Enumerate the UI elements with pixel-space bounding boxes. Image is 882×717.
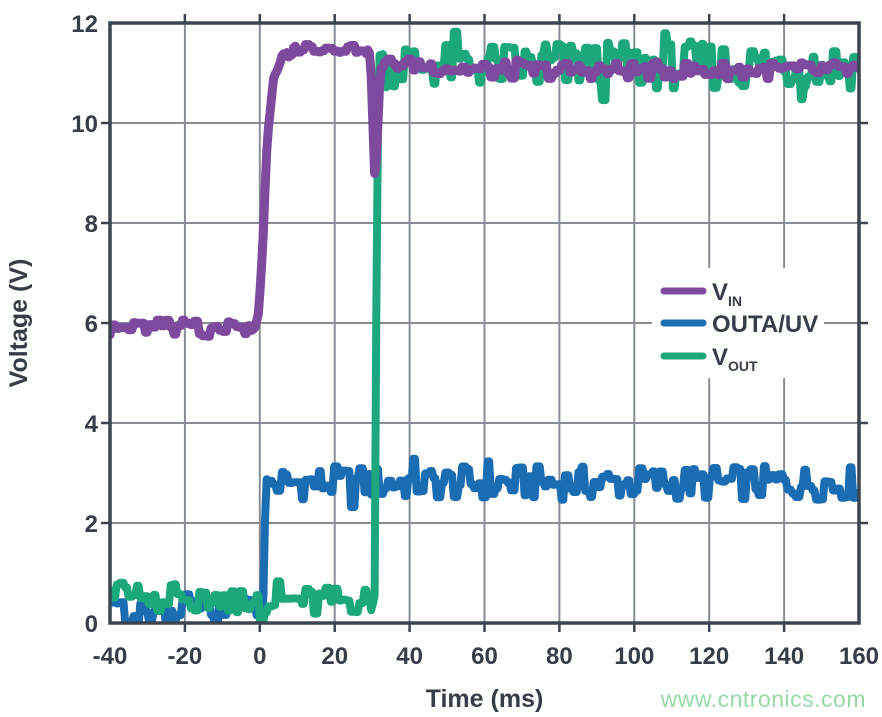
y-tick-label: 6 (85, 311, 98, 338)
x-tick-label: 20 (321, 643, 348, 670)
legend-label: VIN (712, 279, 742, 309)
legend-label: VOUT (712, 344, 758, 374)
x-tick-label: 100 (614, 643, 654, 670)
y-tick-label: 2 (85, 511, 98, 538)
y-tick-label: 8 (85, 211, 98, 238)
x-tick-label: 0 (253, 643, 266, 670)
x-tick-label: -20 (168, 643, 203, 670)
legend-item-outa-uv: OUTA/UV (660, 311, 818, 338)
y-tick-label: 10 (71, 111, 98, 138)
x-tick-label: 60 (471, 643, 498, 670)
legend-item-vin: VIN (660, 279, 742, 309)
traces (109, 27, 860, 624)
legend-label: OUTA/UV (712, 311, 818, 338)
x-tick-label: -40 (93, 643, 128, 670)
x-tick-label: 120 (689, 643, 729, 670)
x-tick-labels: -40 -20 0 20 40 60 80 100 120 140 160 (93, 643, 879, 670)
x-tick-label: 160 (839, 643, 879, 670)
y-axis-title: Voltage (V) (5, 259, 33, 388)
y-tick-label: 0 (85, 611, 98, 638)
legend-item-vout: VOUT (660, 344, 758, 374)
x-tick-label: 140 (764, 643, 804, 670)
y-tick-label: 12 (71, 11, 98, 38)
y-tick-labels: 0 2 4 6 8 10 12 (71, 11, 98, 638)
y-tick-label: 4 (85, 411, 99, 438)
trace-vin (109, 40, 860, 341)
watermark-text: www.cntronics.com (660, 686, 866, 712)
x-tick-label: 40 (396, 643, 423, 670)
plot-border (108, 21, 861, 625)
x-axis-title: Time (ms) (426, 685, 544, 713)
x-tick-label: 80 (546, 643, 573, 670)
